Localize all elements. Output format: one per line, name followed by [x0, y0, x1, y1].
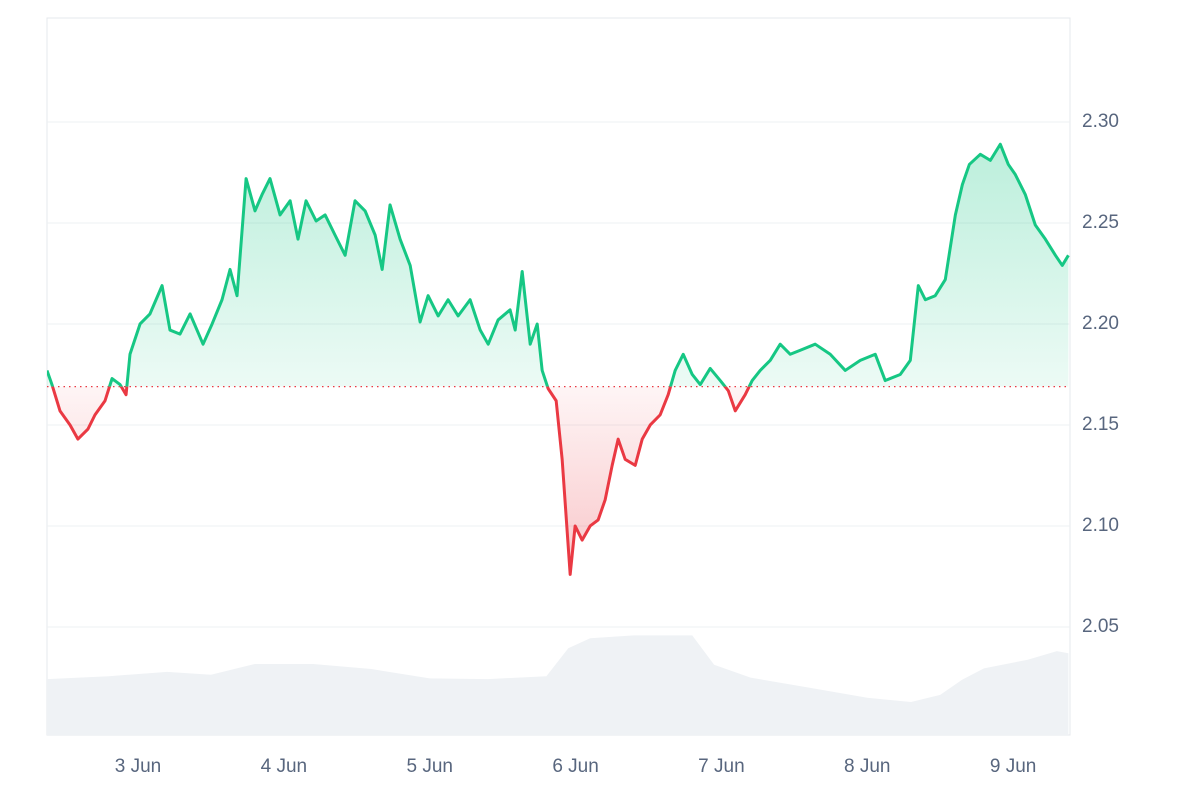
- area-up: [47, 144, 1069, 387]
- price-line-up: [47, 142, 1070, 387]
- y-tick-label: 2.30: [1082, 111, 1119, 132]
- y-tick-label: 2.10: [1082, 515, 1119, 536]
- y-tick-label: 2.15: [1082, 414, 1119, 435]
- x-tick-label: 3 Jun: [115, 756, 161, 777]
- y-tick-label: 2.25: [1082, 212, 1119, 233]
- y-tick-label: 2.05: [1082, 616, 1119, 637]
- x-tick-label: 8 Jun: [844, 756, 890, 777]
- price-line-down: [51, 386, 751, 576]
- x-tick-label: 7 Jun: [698, 756, 744, 777]
- x-tick-label: 4 Jun: [261, 756, 307, 777]
- x-tick-label: 9 Jun: [990, 756, 1036, 777]
- volume-area: [47, 635, 1069, 735]
- x-tick-label: 5 Jun: [406, 756, 452, 777]
- x-tick-label: 6 Jun: [552, 756, 598, 777]
- y-tick-label: 2.20: [1082, 313, 1119, 334]
